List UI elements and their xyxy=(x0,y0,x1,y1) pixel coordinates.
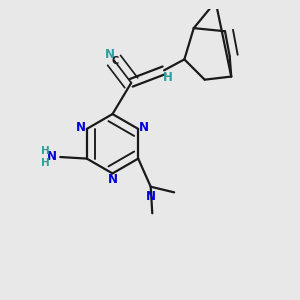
Text: N: N xyxy=(105,48,115,61)
Text: C: C xyxy=(112,56,119,66)
Text: N: N xyxy=(46,150,56,163)
Text: N: N xyxy=(139,121,149,134)
Text: N: N xyxy=(76,121,86,134)
Text: N: N xyxy=(146,190,156,203)
Text: H: H xyxy=(41,146,50,156)
Text: N: N xyxy=(107,172,118,186)
Text: H: H xyxy=(163,71,173,84)
Text: H: H xyxy=(41,158,50,168)
